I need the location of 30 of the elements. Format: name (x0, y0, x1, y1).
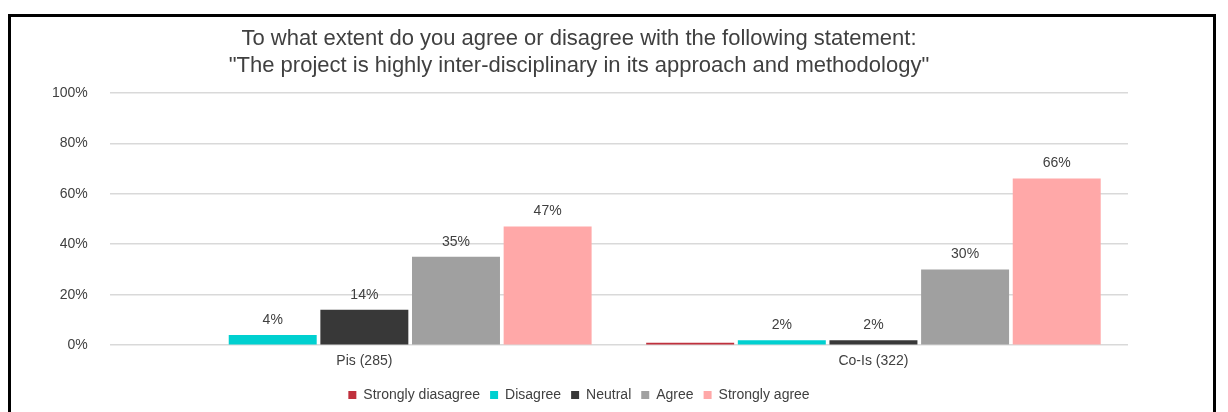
data-label: 14% (350, 285, 379, 302)
bar (412, 256, 500, 345)
chart-title: To what extent do you agree or disagree with the following statement: "The project is highly inter-disciplinary in its approach and methodology" (228, 25, 930, 77)
bar (737, 340, 826, 345)
x-tick-label: Co-Is (322) (838, 352, 909, 369)
y-tick-label: 40% (59, 235, 88, 252)
x-tick-label: Pis (285) (336, 352, 393, 369)
bar (503, 226, 592, 345)
bar (228, 335, 317, 345)
data-label: 30% (951, 245, 980, 262)
bar (320, 309, 409, 345)
data-label: 2% (863, 316, 884, 333)
bar (829, 340, 918, 345)
y-tick-label: 0% (67, 336, 88, 353)
bar (921, 269, 1010, 345)
data-label: 47% (533, 202, 562, 219)
y-tick-label: 60% (59, 184, 88, 201)
legend-label: Neutral (586, 385, 632, 402)
data-label: 2% (771, 316, 792, 333)
legend-label: Agree (656, 385, 694, 402)
legend-label: Disagree (505, 385, 562, 402)
y-tick-label: 100% (51, 83, 88, 100)
data-label: 66% (1042, 154, 1071, 171)
legend-label: Strongly diasagree (363, 385, 481, 402)
y-tick-label: 20% (59, 285, 88, 302)
legend-label: Strongly agree (718, 385, 810, 402)
data-label: 4% (262, 310, 283, 327)
y-tick-label: 80% (59, 134, 88, 151)
bar (1012, 178, 1101, 345)
data-label: 35% (441, 232, 471, 249)
